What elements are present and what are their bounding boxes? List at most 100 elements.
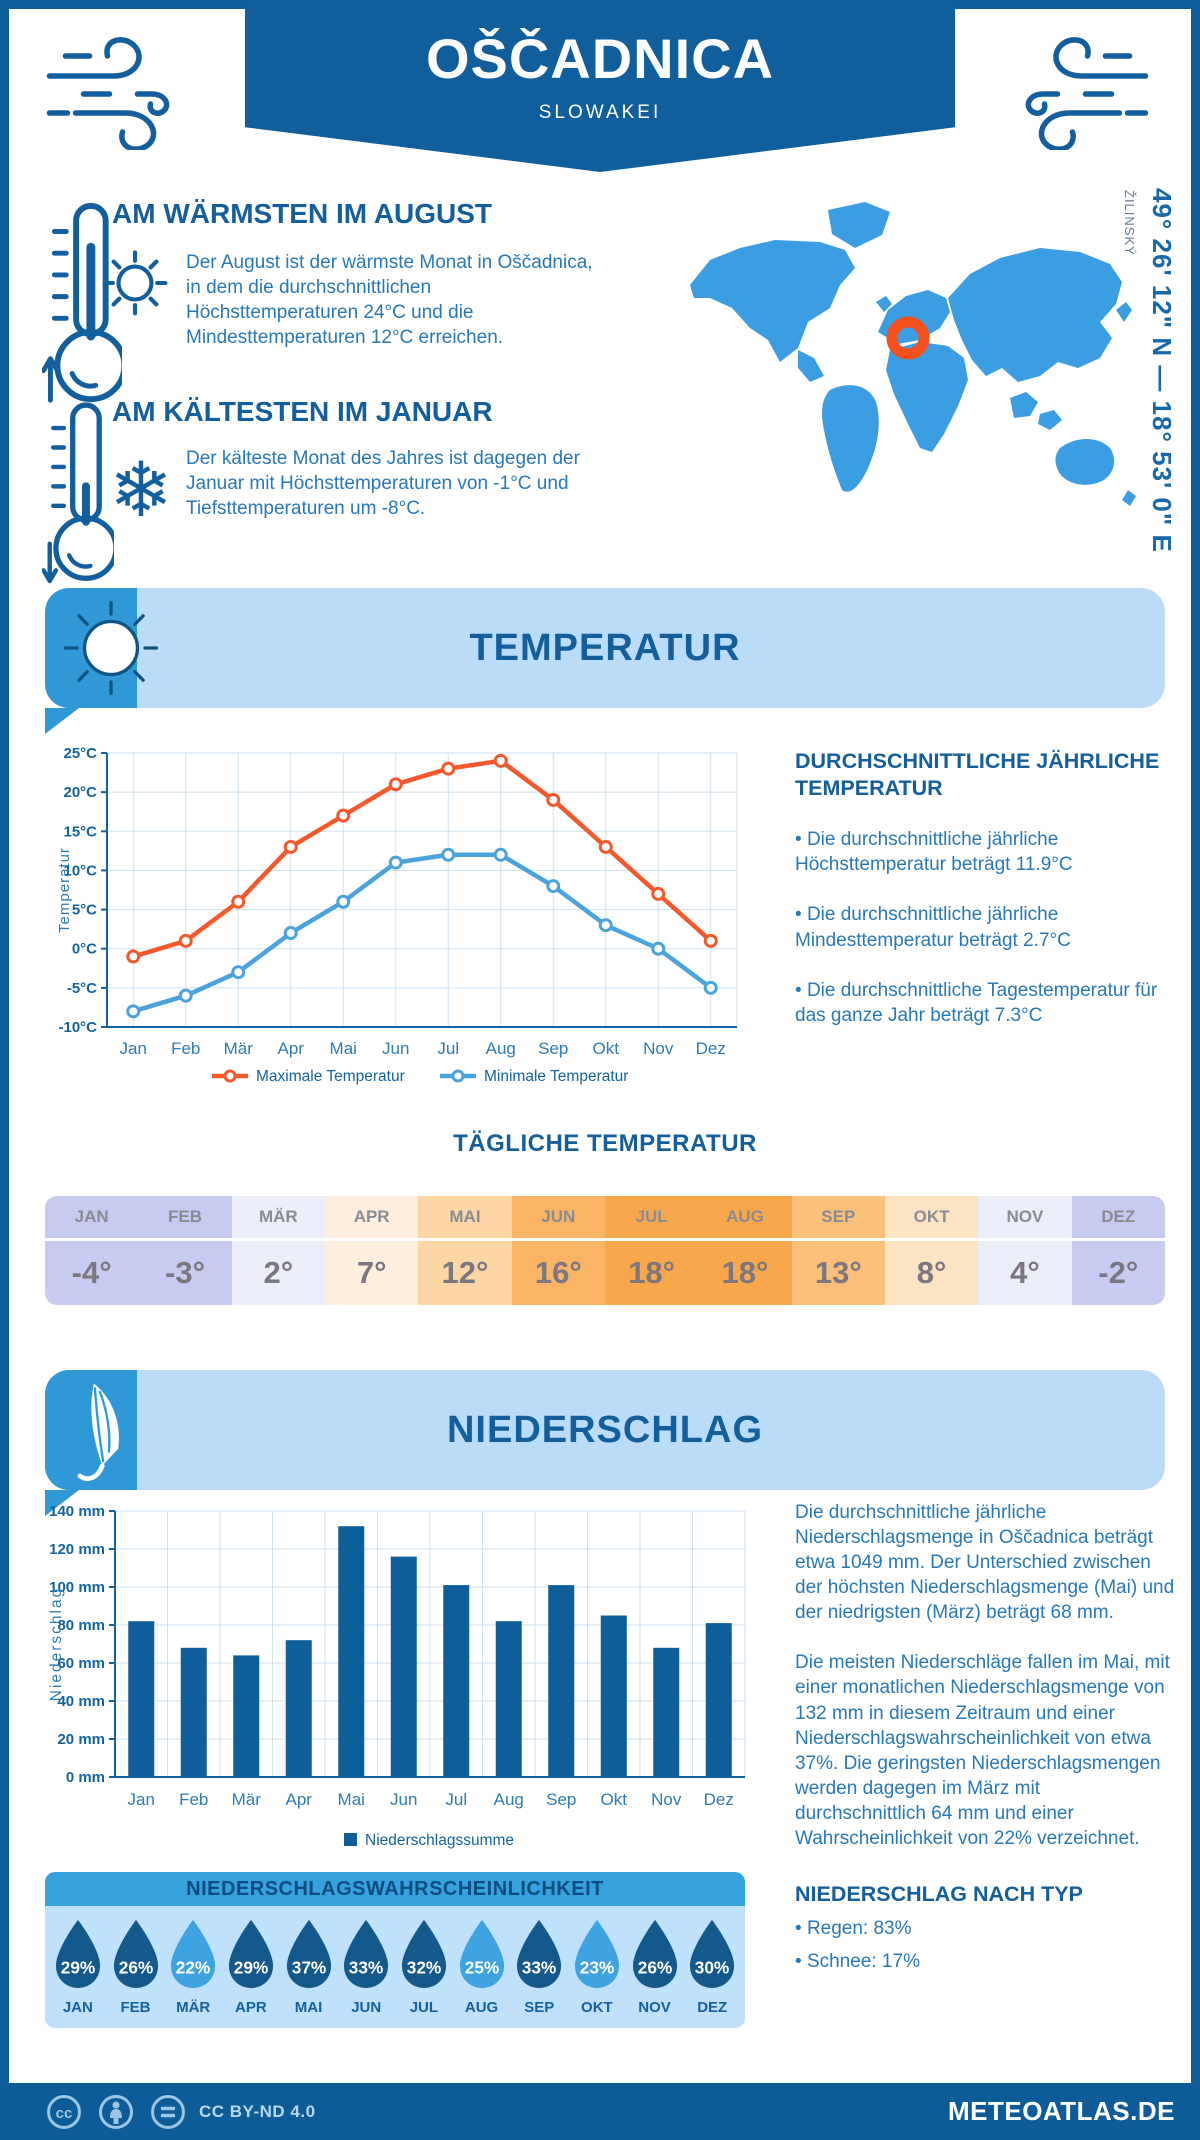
precipitation-type-bullet: Regen: 83% [795, 1916, 1175, 1941]
svg-text:140 mm: 140 mm [49, 1503, 105, 1520]
cc-icon: cc [47, 2094, 81, 2129]
precipitation-probability-title: NIEDERSCHLAGSWAHRSCHEINLICHKEIT [45, 1872, 745, 1906]
svg-text:25°C: 25°C [63, 745, 97, 762]
precipitation-type-bullet: Schnee: 17% [795, 1949, 1175, 1974]
month-cell: OKT [884, 1196, 979, 1241]
location-marker-icon [886, 316, 930, 360]
country-subtitle: SLOWAKEI [538, 102, 662, 123]
temperature-section-banner: TEMPERATUR [45, 588, 1165, 734]
value-cell: 4° [978, 1241, 1072, 1305]
precipitation-chart: 0 mm 20 mm 40 mm 60 mm 80 mm 100 mm 120 mm 140 … [45, 1495, 770, 1865]
probability-month-label: JUN [351, 1999, 382, 2016]
svg-text:cc: cc [56, 2105, 73, 2122]
month-cell: JUL [604, 1196, 699, 1241]
annual-temperature-bullets: Die durchschnittliche jährliche Höchstte… [795, 827, 1167, 1029]
svg-text:Sep: Sep [546, 1790, 576, 1809]
page-border-left [0, 0, 9, 2140]
water-drop-icon: 29% [228, 1919, 273, 1989]
table-column: MAI 12° [418, 1196, 512, 1305]
probability-column: 29% APR [222, 1918, 280, 2016]
svg-text:Dez: Dez [704, 1790, 734, 1809]
svg-text:100 mm: 100 mm [49, 1579, 105, 1596]
daily-temperature-title: TÄGLICHE TEMPERATUR [453, 1130, 757, 1157]
svg-text:Niederschlag: Niederschlag [48, 1587, 65, 1701]
thermometer-warm-icon [42, 202, 122, 403]
annual-temperature-title: DURCHSCHNITTLICHE JÄHRLICHE TEMPERATUR [795, 749, 1160, 800]
coldest-title: AM KÄLTESTEN IM JANUAR [112, 396, 493, 427]
svg-text:Mai: Mai [338, 1790, 365, 1809]
water-drop-icon: 29% [55, 1919, 100, 1989]
umbrella-badge-icon [77, 1383, 119, 1481]
probability-month-label: JAN [62, 1999, 93, 2016]
table-column: NOV 4° [978, 1196, 1072, 1305]
table-column: MÄR 2° [231, 1196, 325, 1305]
annual-temperature-bullet: Die durchschnittliche jährliche Höchstte… [795, 827, 1167, 878]
month-cell: MAI [418, 1196, 512, 1241]
water-drop-icon: 22% [171, 1919, 216, 1989]
site-label: METEOATLAS.DE [947, 2096, 1175, 2126]
probability-month-label: FEB [120, 1999, 151, 2016]
month-cell: MÄR [231, 1196, 325, 1241]
annual-temperature-bullet: Die durchschnittliche Tagestemperatur fü… [795, 978, 1167, 1029]
svg-text:Maximale Temperatur: Maximale Temperatur [256, 1068, 405, 1085]
svg-text:Mär: Mär [232, 1790, 262, 1809]
svg-text:30%: 30% [695, 1958, 730, 1978]
svg-text:Jun: Jun [390, 1790, 417, 1809]
value-cell: -2° [1071, 1241, 1165, 1305]
precipitation-paragraph: Die durchschnittliche jährliche Niedersc… [795, 1502, 1175, 1624]
license-icons: cc [45, 2093, 187, 2131]
cc-nd-icon [151, 2094, 185, 2129]
precipitation-probability-box: NIEDERSCHLAGSWAHRSCHEINLICHKEIT 29% JAN 26… [45, 1872, 745, 2028]
svg-text:Mär: Mär [224, 1039, 254, 1058]
umbrella-badge-block [45, 1370, 137, 1490]
svg-text:22%: 22% [176, 1958, 211, 1978]
svg-text:Jan: Jan [128, 1790, 155, 1809]
probability-month-label: AUG [464, 1999, 499, 2016]
svg-text:Aug: Aug [494, 1790, 524, 1809]
footer: cc CC BY-ND 4.0 METEOATLAS.DE [0, 2083, 1200, 2140]
probability-month-label: DEZ [697, 1999, 728, 2016]
value-cell: 2° [231, 1241, 325, 1305]
probability-column: 33% SEP [510, 1918, 568, 2016]
month-cell: AUG [698, 1196, 792, 1241]
svg-text:33%: 33% [522, 1958, 557, 1978]
svg-text:5°C: 5°C [72, 902, 97, 919]
svg-text:0 mm: 0 mm [66, 1769, 105, 1786]
probability-month-label: NOV [638, 1999, 671, 2016]
probability-month-label: MAI [294, 1999, 323, 2016]
wind-icon [1025, 37, 1149, 150]
page-border-right [1191, 0, 1200, 2140]
svg-text:26%: 26% [118, 1958, 153, 1978]
header-banner: OŠČADNICA SLOWAKEI [245, 0, 955, 172]
temperature-section-title: TEMPERATUR [469, 627, 741, 669]
probability-month-label: SEP [524, 1999, 555, 2016]
probability-column: 33% JUN [337, 1918, 395, 2016]
svg-text:Okt: Okt [593, 1039, 620, 1058]
svg-text:40 mm: 40 mm [57, 1693, 105, 1710]
water-drop-icon: 25% [459, 1919, 504, 1989]
precipitation-type-title: NIEDERSCHLAG NACH TYP [795, 1882, 1083, 1907]
snowflake-icon: ❄ [109, 448, 173, 533]
svg-text:Temperatur: Temperatur [56, 847, 73, 933]
precipitation-section-banner: NIEDERSCHLAG [45, 1370, 1165, 1516]
sun-badge-icon [63, 600, 159, 696]
value-cell: -3° [138, 1241, 232, 1305]
svg-text:80 mm: 80 mm [57, 1617, 105, 1634]
precipitation-paragraph: Die meisten Niederschläge fallen im Mai,… [795, 1652, 1170, 1849]
svg-text:Aug: Aug [486, 1039, 516, 1058]
value-cell: 13° [791, 1241, 885, 1305]
continents [690, 202, 1136, 506]
coldest-text: Der kälteste Monat des Jahres ist dagege… [186, 448, 580, 520]
probability-column: 23% OKT [568, 1918, 626, 2016]
page-title: OŠČADNICA [425, 27, 775, 90]
annual-temperature-bullet: Die durchschnittliche jährliche Mindestt… [795, 902, 1167, 953]
month-cell: FEB [138, 1196, 232, 1241]
svg-text:Feb: Feb [171, 1039, 200, 1058]
daily-temperature-table: JAN -4° FEB -3° MÄR 2° APR 7° MAI 12° JUN 16° JUL 18°… [45, 1196, 1165, 1305]
svg-text:-10°C: -10°C [58, 1019, 97, 1036]
cc-by-icon [99, 2094, 133, 2129]
svg-text:120 mm: 120 mm [49, 1541, 105, 1558]
svg-text:32%: 32% [407, 1958, 442, 1978]
water-drop-icon: 33% [517, 1919, 562, 1989]
